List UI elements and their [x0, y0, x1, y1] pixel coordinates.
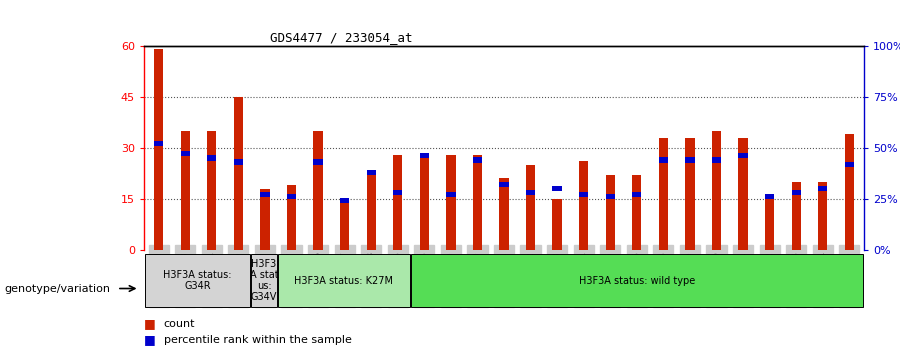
Bar [278, 254, 410, 307]
Bar [792, 182, 801, 250]
Bar [500, 182, 508, 187]
Bar [500, 178, 508, 250]
Bar [712, 131, 721, 250]
Bar [411, 254, 863, 307]
Bar [154, 50, 163, 250]
Bar [526, 190, 536, 195]
Bar [632, 175, 642, 250]
Bar [366, 170, 376, 175]
Bar [287, 185, 296, 250]
Bar [685, 138, 695, 250]
Bar [234, 160, 243, 165]
Text: GDS4477 / 233054_at: GDS4477 / 233054_at [270, 31, 412, 44]
Bar [154, 141, 163, 146]
Text: percentile rank within the sample: percentile rank within the sample [164, 335, 352, 345]
Bar [419, 153, 429, 159]
Bar [712, 158, 721, 162]
Bar [685, 158, 695, 162]
Text: H3F3A status: K27M: H3F3A status: K27M [294, 275, 393, 286]
Text: H3F3A status:
G34R: H3F3A status: G34R [163, 270, 231, 291]
Text: genotype/variation: genotype/variation [4, 284, 111, 293]
Bar [472, 158, 482, 162]
Bar [181, 152, 190, 156]
Bar [818, 182, 827, 250]
Bar [659, 158, 668, 162]
Bar [234, 97, 243, 250]
Bar [472, 155, 482, 250]
Bar [145, 254, 250, 307]
Bar [739, 153, 748, 159]
Bar [313, 160, 323, 165]
Bar [606, 175, 615, 250]
Bar [632, 192, 642, 197]
Text: H3F3
A stat
us:
G34V: H3F3 A stat us: G34V [249, 259, 278, 302]
Bar [446, 155, 455, 250]
Bar [251, 254, 276, 307]
Bar [207, 155, 216, 160]
Bar [792, 190, 801, 195]
Bar [313, 131, 323, 250]
Bar [579, 161, 589, 250]
Bar [579, 192, 589, 197]
Bar [393, 155, 402, 250]
Text: ■: ■ [144, 318, 156, 330]
Bar [553, 199, 562, 250]
Text: count: count [164, 319, 195, 329]
Bar [260, 189, 269, 250]
Bar [340, 199, 349, 250]
Bar [181, 131, 190, 250]
Bar [845, 161, 854, 167]
Bar [765, 194, 774, 199]
Bar [739, 138, 748, 250]
Bar [393, 190, 402, 195]
Bar [446, 192, 455, 197]
Bar [340, 198, 349, 203]
Text: ■: ■ [144, 333, 156, 346]
Bar [845, 134, 854, 250]
Bar [287, 194, 296, 199]
Bar [207, 131, 216, 250]
Bar [366, 175, 376, 250]
Bar [818, 186, 827, 191]
Bar [659, 138, 668, 250]
Text: H3F3A status: wild type: H3F3A status: wild type [580, 275, 696, 286]
Bar [606, 194, 615, 199]
Bar [419, 158, 429, 250]
Bar [260, 192, 269, 197]
Bar [553, 186, 562, 191]
Bar [526, 165, 536, 250]
Bar [765, 199, 774, 250]
